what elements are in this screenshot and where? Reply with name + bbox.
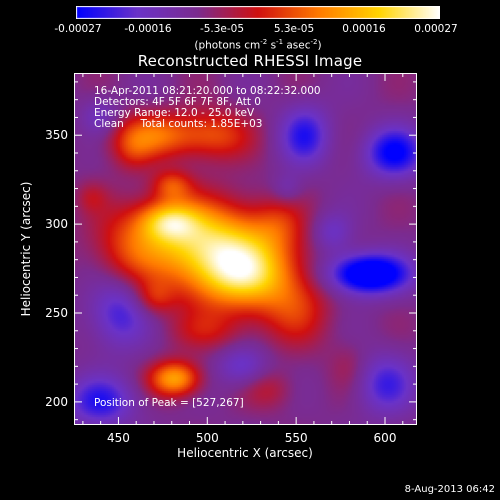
timestamp: 8-Aug-2013 06:42: [404, 484, 495, 495]
peak-position-text: Position of Peak = [527,267]: [94, 397, 244, 409]
heatmap-image: [74, 73, 417, 425]
y-axis-label: Heliocentric Y (arcsec): [19, 181, 33, 317]
energy-range-text: Energy Range: 12.0 - 25.0 keV: [94, 107, 255, 119]
x-tick-label: 550: [284, 431, 308, 445]
colorbar-tick-label: -5.3e-05: [199, 23, 245, 35]
y-tick-label: 200: [45, 394, 68, 409]
time-range-text: 16-Apr-2011 08:21:20.000 to 08:22:32.000: [94, 85, 321, 97]
heatmap-plot: 16-Apr-2011 08:21:20.000 to 08:22:32.000…: [74, 73, 417, 425]
colorbar-tick-label: -0.00016: [124, 23, 172, 35]
plot-frame: [74, 73, 417, 425]
plot-axes: [74, 73, 417, 425]
total-counts-text: Clean Total counts: 1.85E+03: [94, 118, 263, 130]
y-tick-label: 350: [45, 128, 68, 143]
y-tick-label: 250: [45, 306, 68, 320]
colorbar-tick-label: 0.00016: [342, 23, 386, 35]
colorbar-unit-label: (photons cm-2 s-1 asec-2): [194, 38, 322, 52]
y-tick-label: 300: [45, 217, 68, 232]
x-tick-label: 500: [195, 431, 219, 445]
colorbar-tick-label: 0.00027: [414, 23, 458, 35]
colorbar-gradient: [76, 6, 440, 19]
plot-title: Reconstructed RHESSI Image: [137, 52, 363, 70]
x-axis-label: Heliocentric X (arcsec): [177, 446, 313, 460]
colorbar-tick-label: -0.00027: [54, 23, 102, 35]
detectors-text: Detectors: 4F 5F 6F 7F 8F, Att 0: [94, 96, 261, 108]
x-tick-label: 600: [373, 431, 397, 445]
colorbar-tick-label: 5.3e-05: [273, 23, 315, 35]
x-tick-label: 450: [106, 431, 130, 445]
colorbar: [76, 6, 440, 19]
